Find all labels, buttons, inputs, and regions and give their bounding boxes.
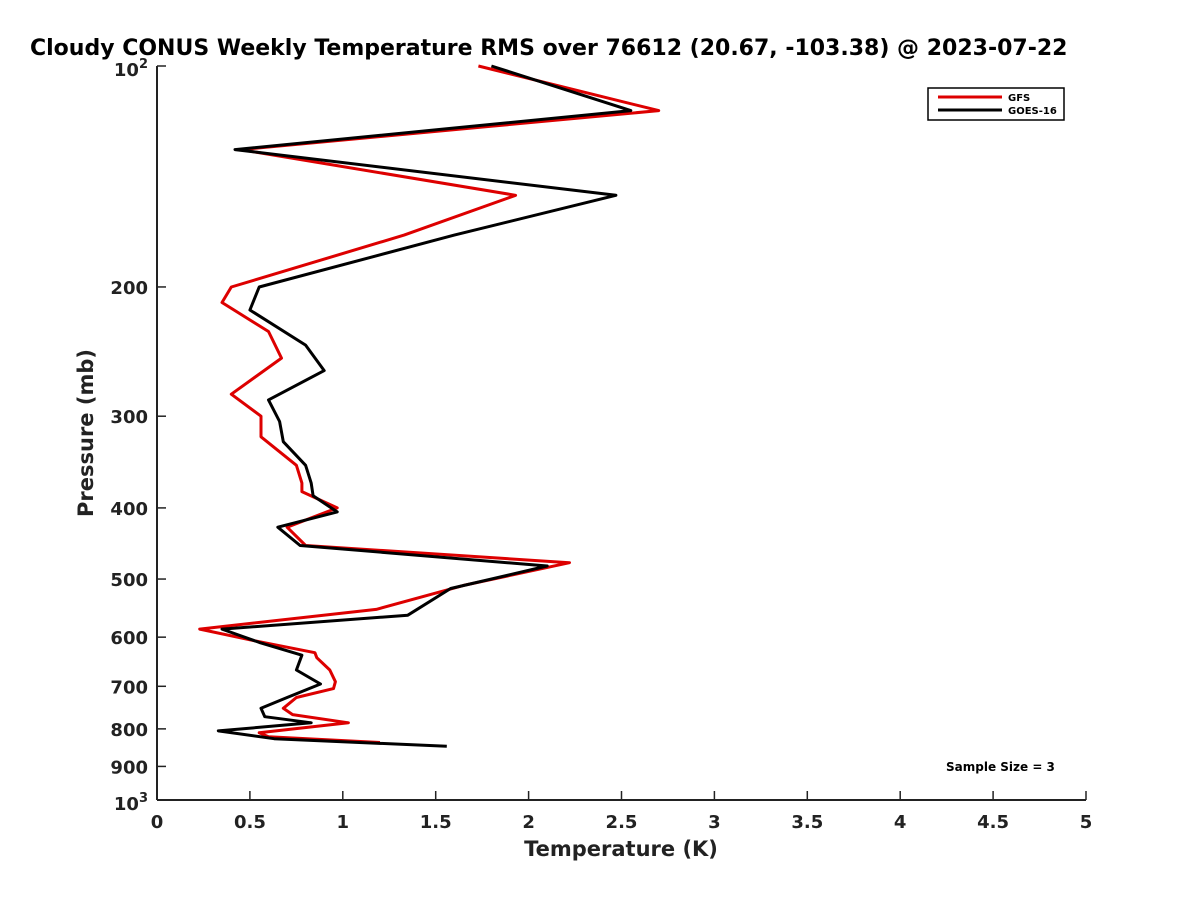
y-tick-label: 103 xyxy=(114,791,148,815)
series-layer xyxy=(198,64,661,748)
y-tick-label: 700 xyxy=(110,677,148,698)
y-tick-label: 800 xyxy=(110,720,148,741)
x-tick-label: 4 xyxy=(894,812,907,833)
series-line-goes-16 xyxy=(216,64,633,748)
x-tick-label: 5 xyxy=(1080,812,1093,833)
x-tick-label: 1 xyxy=(337,812,350,833)
x-tick-label: 4.5 xyxy=(977,812,1009,833)
sample-size-annotation: Sample Size = 3 xyxy=(946,760,1055,774)
y-axis-label: Pressure (mb) xyxy=(74,349,98,517)
x-tick-label: 2 xyxy=(522,812,535,833)
x-ticks: 0 0.5 1 1.5 2 2.5 3 3.5 4 4.5 5 xyxy=(151,791,1093,833)
x-tick-label: 0 xyxy=(151,812,164,833)
plot-axes xyxy=(156,66,1086,801)
x-tick-label: 1.5 xyxy=(420,812,452,833)
x-tick-label: 3 xyxy=(708,812,721,833)
y-tick-label: 200 xyxy=(110,278,148,299)
y-tick-exponent: 2 xyxy=(139,57,148,72)
y-tick-base: 10 xyxy=(114,60,139,81)
y-tick-label: 102 xyxy=(114,57,148,81)
x-axis-label: Temperature (K) xyxy=(524,837,718,861)
y-tick-label: 600 xyxy=(110,628,148,649)
y-tick-exponent: 3 xyxy=(139,791,148,806)
legend-label-goes-16: GOES-16 xyxy=(1008,106,1057,117)
x-tick-label: 2.5 xyxy=(606,812,638,833)
y-tick-label: 400 xyxy=(110,499,148,520)
y-tick-label: 500 xyxy=(110,570,148,591)
x-tick-label: 0.5 xyxy=(234,812,266,833)
legend-label-gfs: GFS xyxy=(1008,93,1030,104)
chart-title: Cloudy CONUS Weekly Temperature RMS over… xyxy=(30,36,1067,61)
legend-box xyxy=(927,87,1065,121)
x-tick-label: 3.5 xyxy=(791,812,823,833)
y-tick-label: 900 xyxy=(110,757,148,778)
y-tick-base: 10 xyxy=(114,794,139,815)
y-tick-label: 300 xyxy=(110,407,148,428)
series-line-gfs xyxy=(198,64,661,744)
legend: GFS GOES-16 xyxy=(927,87,1065,121)
